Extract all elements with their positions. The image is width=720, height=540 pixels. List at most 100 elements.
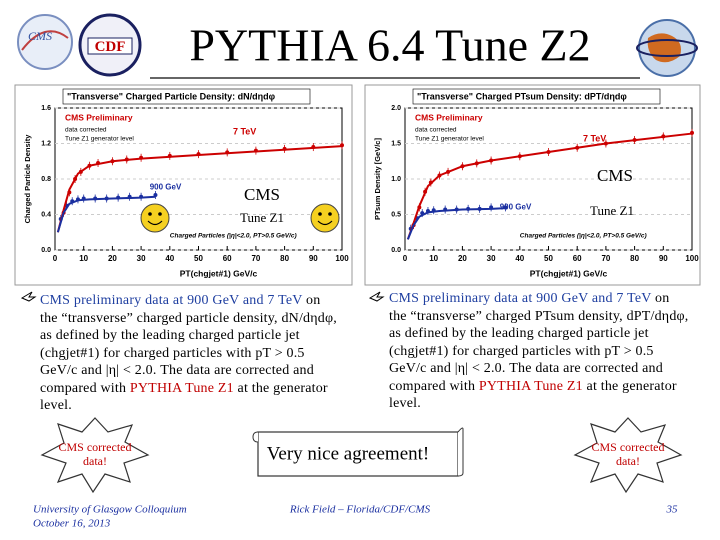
annotation: 7 TeV: [233, 127, 256, 137]
x-tick-label: 90: [309, 254, 318, 263]
y-tick-label: 0.8: [41, 176, 51, 183]
x-tick-label: 80: [630, 254, 639, 263]
legend-entry: CMS Preliminary: [65, 112, 133, 122]
cdf-logo: CDF: [78, 13, 142, 77]
y-tick-label: 0.0: [41, 247, 51, 254]
logo-text: CDF: [95, 39, 126, 55]
model-curve: [406, 132, 693, 240]
footer-date: October 16, 2013: [33, 518, 111, 530]
x-tick-label: 10: [79, 254, 88, 263]
bullet-text: CMS preliminary data at 900 GeV and 7 Te…: [389, 290, 689, 413]
x-tick-label: 60: [573, 254, 582, 263]
y-tick-label: 2.0: [391, 105, 401, 112]
smiley: [310, 203, 340, 233]
y-tick-label: 0.0: [391, 247, 401, 254]
x-tick-label: 100: [335, 254, 349, 263]
bullet-text: CMS preliminary data at 900 GeV and 7 Te…: [40, 292, 340, 415]
smiley-eye: [318, 212, 322, 216]
overlay-text: Tune Z1: [590, 203, 634, 218]
bullet-segment: at the generator level.: [389, 378, 677, 412]
footer-author: Rick Field – Florida/CDF/CMS: [289, 504, 431, 516]
bullet-segment: at the generator level.: [40, 380, 328, 414]
x-tick-label: 100: [685, 254, 699, 263]
x-tick-label: 0: [403, 254, 408, 263]
x-axis-label: PT(chgjet#1) GeV/c: [530, 268, 608, 278]
callout-burst: [40, 417, 150, 494]
logo-text: CMS: [28, 29, 52, 43]
x-tick-label: 20: [108, 254, 117, 263]
chart-title-box: [62, 88, 311, 105]
x-tick-label: 10: [429, 254, 438, 263]
callout-burst: [573, 417, 683, 494]
page-number: 35: [666, 504, 679, 516]
footer-venue: University of Glasgow Colloquium: [33, 504, 187, 516]
y-tick-label: 0.4: [41, 211, 51, 218]
x-tick-label: 40: [515, 254, 524, 263]
bullet-arrow: [368, 291, 385, 302]
smiley-mouth: [317, 220, 333, 226]
legend-entry: Tune Z1 generator level: [415, 136, 484, 143]
chart-title-box: [412, 88, 661, 105]
x-tick-label: 50: [194, 254, 203, 263]
y-tick-label: 1.0: [391, 176, 401, 183]
bullet-segment: PYTHIA Tune Z1: [129, 380, 234, 396]
model-curve: [56, 145, 343, 233]
y-tick-label: 1.6: [41, 105, 51, 112]
globe-icon: [636, 19, 698, 77]
x-tick-label: 20: [458, 254, 467, 263]
x-tick-label: 0: [53, 254, 58, 263]
overlay-text: CMS: [597, 166, 633, 185]
annotation: 900 GeV: [500, 203, 532, 212]
legend-entry: Tune Z1 generator level: [65, 136, 134, 143]
callout-text: data!: [83, 454, 107, 468]
overlay-text: CMS: [244, 185, 280, 204]
annotation: 7 TeV: [583, 134, 606, 144]
legend-entry: data corrected: [415, 127, 457, 134]
y-tick-label: 1.2: [41, 140, 51, 147]
model-curve: [56, 195, 156, 233]
bullet-segment: on the “transverse” charged particle den…: [40, 293, 337, 396]
x-tick-label: 30: [137, 254, 146, 263]
banner-scroll: [252, 427, 464, 477]
y-tick-label: 1.5: [391, 140, 401, 147]
annotation: Charged Particles (|η|<2.0, PT>0.5 GeV/c…: [520, 233, 647, 240]
x-tick-label: 70: [601, 254, 610, 263]
x-tick-label: 40: [165, 254, 174, 263]
callout-text: CMS corrected: [592, 440, 665, 454]
x-tick-label: 60: [223, 254, 232, 263]
chart-title: "Transverse" Charged PTsum Density: dPT/…: [417, 91, 627, 101]
y-tick-label: 0.5: [391, 211, 401, 218]
slide-title: PYTHIA 6.4 Tune Z2: [189, 20, 590, 71]
x-tick-label: 80: [280, 254, 289, 263]
smiley-mouth: [147, 220, 163, 226]
bullet-segment: CMS preliminary data at 900 GeV and 7 Te…: [40, 293, 303, 308]
smiley-eye: [148, 212, 152, 216]
x-tick-label: 50: [544, 254, 553, 263]
x-axis-label: PT(chgjet#1) GeV/c: [180, 268, 258, 278]
bullet-arrow: [20, 291, 37, 302]
x-tick-label: 30: [487, 254, 496, 263]
bullet-segment: PYTHIA Tune Z1: [478, 378, 583, 394]
legend-entry: CMS Preliminary: [415, 112, 483, 122]
callout-text: CMS corrected: [59, 440, 132, 454]
callout-text: data!: [616, 454, 640, 468]
banner-text: Very nice agreement!: [267, 443, 429, 464]
x-tick-label: 70: [251, 254, 260, 263]
model-curve: [406, 207, 506, 240]
annotation: Charged Particles (|η|<2.0, PT>0.5 GeV/c…: [170, 233, 297, 240]
plot-area: [404, 107, 693, 251]
x-tick-label: 90: [659, 254, 668, 263]
chart-title: "Transverse" Charged Particle Density: d…: [67, 91, 276, 101]
annotation: 900 GeV: [150, 183, 182, 192]
smiley: [140, 203, 170, 233]
legend-entry: data corrected: [65, 127, 107, 134]
bullet-segment: CMS preliminary data at 900 GeV and 7 Te…: [389, 291, 652, 306]
bullet-segment: on the “transverse” charged PTsum densit…: [389, 291, 689, 394]
smiley-eye: [158, 212, 162, 216]
smiley-eye: [328, 212, 332, 216]
overlay-text: Tune Z1: [240, 210, 284, 225]
cms-logo: CMS: [17, 14, 73, 70]
y-axis-label: PTsum Density [GeV/c]: [373, 138, 382, 220]
